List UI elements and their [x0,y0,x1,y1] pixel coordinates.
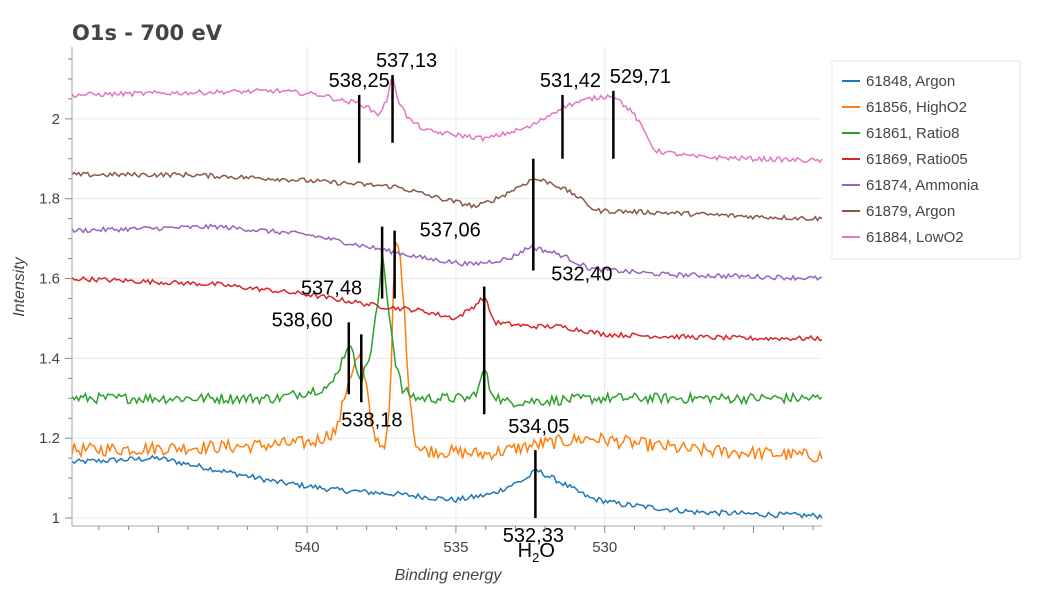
plot-area [71,78,823,520]
x-tick-label: 530 [592,539,617,556]
annotation-label: 529,71 [610,66,671,88]
legend-entry: 61861, Ratio8 [866,125,959,142]
series-line-6 [71,171,823,222]
x-tick-label: 540 [295,539,320,556]
series-line-3 [71,252,823,408]
series-line-7 [71,78,823,164]
y-tick-label: 1.4 [39,350,60,367]
legend: 61848, Argon 61856, HighO2 61861, Ratio8 61… [831,60,1021,260]
series-line-4 [71,275,823,342]
legend-entry: 61869, Ratio05 [866,151,968,168]
y-tick-label: 1.2 [39,430,60,447]
legend-box [831,60,1021,260]
annotation-label: 532,33 [503,525,564,547]
y-tick-label: 1.8 [39,191,60,208]
series-line-2 [71,240,823,463]
y-tick-label: 1 [52,510,60,527]
legend-entry: 61874, Ammonia [866,177,979,194]
annotation-label: 538,25 [329,70,390,92]
annotation-label: 538,60 [272,309,333,331]
y-tick-label: 1.6 [39,271,60,288]
grid [72,47,822,526]
legend-entry: 61884, LowO2 [866,229,964,246]
h2o-label: H2O [518,540,555,565]
series-line-5 [71,223,823,282]
annotation-label: 531,42 [540,70,601,92]
axes: 540 535 530 1 1.2 1.4 1.6 1.8 2 [39,47,822,556]
x-tick-label: 535 [443,539,468,556]
annotation-label: 537,48 [301,277,362,299]
annotation-label: 532,40 [551,264,612,286]
y-tick-label: 2 [52,111,60,128]
annotation-label: 538,18 [341,409,402,431]
series-line-1 [71,454,823,520]
chart-title: O1s - 700 eV [72,21,223,45]
legend-entry: 61848, Argon [866,73,955,90]
annotation-label: 534,05 [508,416,569,438]
x-axis-label: Binding energy [395,567,503,584]
legend-entry: 61856, HighO2 [866,99,967,116]
annotation-label: 537,13 [376,50,437,72]
y-axis-label: Intensity [11,256,28,317]
annotation-label: 537,06 [420,220,481,242]
legend-entry: 61879, Argon [866,203,955,220]
